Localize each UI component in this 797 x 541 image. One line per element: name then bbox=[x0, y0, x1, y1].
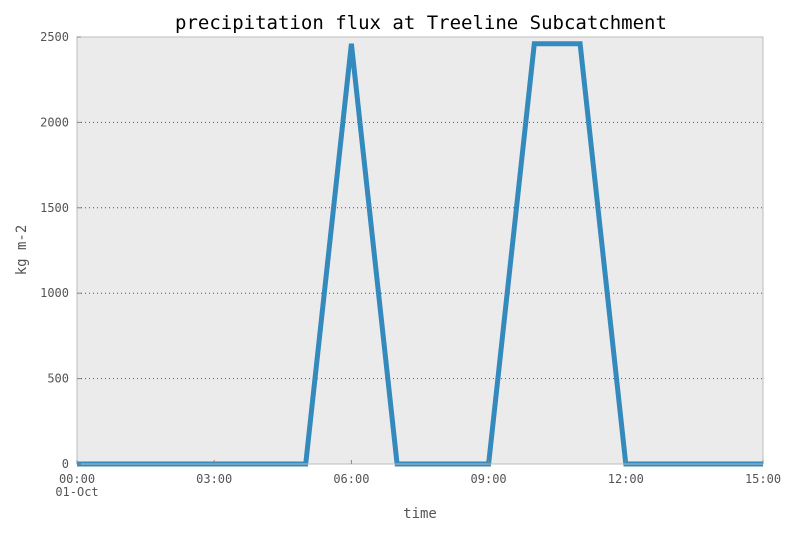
x-tick-label: 15:00 bbox=[745, 472, 781, 486]
y-tick-label: 1000 bbox=[40, 286, 69, 300]
data-point bbox=[350, 43, 352, 45]
x-tick-sublabel: 01-Oct bbox=[55, 485, 98, 499]
y-tick-label: 2000 bbox=[40, 115, 69, 129]
plot-frame bbox=[76, 36, 764, 465]
x-tick-label: 09:00 bbox=[471, 472, 507, 486]
x-tick-label: 03:00 bbox=[196, 472, 232, 486]
x-tick-label: 12:00 bbox=[608, 472, 644, 486]
y-tick-label: 0 bbox=[62, 457, 69, 471]
x-tick-label: 06:00 bbox=[333, 472, 369, 486]
y-tick-label: 2500 bbox=[40, 30, 69, 44]
x-tick-label: 00:00 bbox=[59, 472, 95, 486]
y-tick-labels: 0 500 1000 1500 2000 2500 bbox=[40, 30, 81, 471]
y-tick-label: 1500 bbox=[40, 201, 69, 215]
data-point bbox=[533, 43, 535, 45]
y-axis-label: kg m-2 bbox=[14, 225, 30, 276]
chart-title: precipitation flux at Treeline Subcatchm… bbox=[175, 12, 667, 34]
data-point bbox=[579, 43, 581, 45]
x-axis-label: time bbox=[403, 506, 437, 522]
plot-area bbox=[77, 37, 763, 464]
y-tick-label: 500 bbox=[47, 372, 69, 386]
